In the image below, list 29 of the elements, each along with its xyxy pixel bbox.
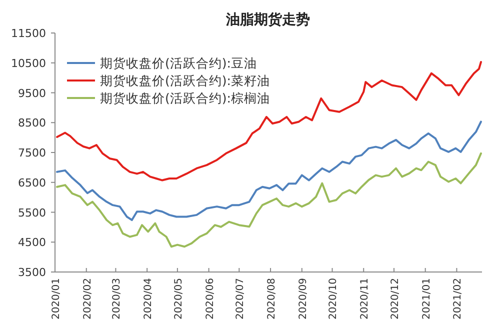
x-tick-label: 2020/12 — [390, 278, 401, 320]
y-tick-label: 5500 — [18, 206, 46, 220]
legend-label: 期货收盘价(活跃合约):菜籽油 — [100, 73, 270, 88]
line-series — [56, 152, 482, 248]
y-tick-label: 11500 — [11, 27, 46, 40]
y-tick-label: 7500 — [18, 146, 46, 160]
x-tick-label: 2020/11 — [360, 278, 371, 320]
x-tick-label: 2020/09 — [298, 278, 309, 320]
x-tick-label: 2021/01 — [421, 278, 432, 320]
y-tick-label: 10500 — [11, 56, 46, 70]
x-tick-label: 2020/03 — [112, 278, 123, 320]
x-tick-label: 2020/01 — [51, 278, 62, 320]
x-tick-label: 2020/04 — [143, 278, 154, 320]
x-tick-label: 2020/08 — [266, 278, 278, 320]
y-tick-label: 4500 — [18, 236, 46, 250]
x-tick-label: 2020/05 — [173, 278, 184, 320]
y-tick-label: 6500 — [18, 176, 46, 190]
chart-title: 油脂期货走势 — [225, 12, 310, 28]
x-tick-label: 2020/02 — [82, 278, 94, 320]
legend-label: 期货收盘价(活跃合约):棕榈油 — [100, 90, 270, 106]
y-tick-label: 8500 — [18, 116, 46, 130]
x-tick-label: 2020/07 — [235, 278, 246, 320]
x-tick-label: 2020/10 — [328, 278, 340, 320]
x-tick-label: 2021/02 — [452, 278, 464, 320]
x-tick-label: 2020/06 — [204, 278, 216, 320]
y-tick-label: 9500 — [18, 86, 46, 100]
line-series — [56, 120, 482, 222]
legend-label: 期货收盘价(活跃合约):豆油 — [100, 56, 257, 70]
y-tick-label: 3500 — [18, 266, 46, 279]
